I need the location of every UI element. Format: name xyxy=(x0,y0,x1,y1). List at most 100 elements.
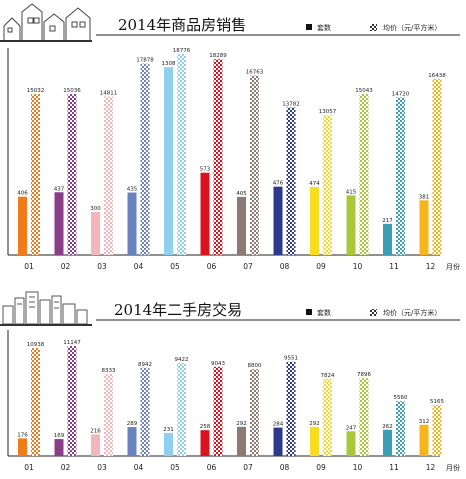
legend-label-price-top: 均价（元/平方米） xyxy=(383,23,441,32)
bar-count-top-10 xyxy=(346,195,356,255)
bar-price-top-09 xyxy=(323,115,332,256)
label-price-bottom-12: 5165 xyxy=(430,399,444,405)
label-price-bottom-07: 8800 xyxy=(248,363,262,369)
label-count-bottom-04: 289 xyxy=(127,421,138,427)
legend-top: 套数 均价（元/平方米） xyxy=(306,23,441,32)
tick-label-top-12: 12 xyxy=(426,262,436,271)
x-axis-unit-bottom: 月份 xyxy=(446,463,460,472)
legend-label-price-bottom: 均价（元/平方米） xyxy=(383,308,441,317)
label-count-top-09: 474 xyxy=(309,181,320,187)
bar-count-bottom-09 xyxy=(310,426,319,456)
label-price-bottom-05: 9422 xyxy=(175,357,189,363)
legend-swatch-price-bottom xyxy=(370,309,377,316)
label-count-bottom-10: 247 xyxy=(346,425,357,431)
bar-count-bottom-12 xyxy=(419,424,429,456)
label-price-bottom-02: 11147 xyxy=(63,340,81,346)
tick-label-bottom-07: 07 xyxy=(243,463,253,472)
bar-price-top-11 xyxy=(396,97,405,256)
tick-label-top-02: 02 xyxy=(61,262,71,271)
house-skyline-illustration-top xyxy=(3,3,91,40)
x-axis-unit-top: 月份 xyxy=(446,262,460,271)
bar-price-top-01 xyxy=(31,94,40,255)
label-price-top-11: 14720 xyxy=(392,91,410,97)
label-count-bottom-08: 284 xyxy=(273,422,284,428)
label-price-top-05: 18776 xyxy=(173,48,191,54)
label-count-bottom-07: 292 xyxy=(236,421,247,427)
bar-count-bottom-05 xyxy=(164,432,173,456)
tick-label-top-10: 10 xyxy=(353,262,363,271)
label-price-top-01: 15032 xyxy=(27,88,45,94)
bar-count-top-06 xyxy=(200,172,210,255)
bar-price-top-12 xyxy=(432,79,442,255)
bar-count-bottom-02 xyxy=(54,439,64,456)
bar-count-bottom-10 xyxy=(346,431,356,456)
label-count-top-08: 476 xyxy=(273,181,284,187)
legend-label-count-top: 套数 xyxy=(317,23,331,32)
label-price-bottom-09: 7824 xyxy=(321,373,335,379)
tick-label-top-11: 11 xyxy=(389,262,399,271)
bar-count-top-01 xyxy=(18,196,27,255)
bar-price-bottom-09 xyxy=(323,378,332,456)
label-price-top-09: 13057 xyxy=(319,109,337,115)
label-count-bottom-05: 231 xyxy=(163,427,174,433)
label-price-bottom-01: 10938 xyxy=(27,342,45,348)
bar-price-bottom-05 xyxy=(177,363,186,456)
bar-count-bottom-08 xyxy=(273,427,283,456)
chart-title-top: 2014年商品房销售 xyxy=(118,16,246,34)
bar-count-top-11 xyxy=(383,223,392,255)
bar-price-top-08 xyxy=(286,107,296,255)
label-price-top-08: 13782 xyxy=(282,101,300,107)
label-count-bottom-02: 169 xyxy=(54,433,65,439)
bar-count-top-08 xyxy=(273,186,283,255)
bar-price-bottom-03 xyxy=(104,373,113,456)
label-price-bottom-10: 7896 xyxy=(357,372,371,378)
tick-label-top-03: 03 xyxy=(97,262,107,271)
label-count-top-12: 381 xyxy=(419,194,430,200)
label-count-top-10: 415 xyxy=(346,189,357,195)
bar-count-bottom-04 xyxy=(127,427,137,456)
tick-label-top-01: 01 xyxy=(24,262,34,271)
tick-label-top-07: 07 xyxy=(243,262,253,271)
label-count-bottom-12: 312 xyxy=(419,419,430,425)
label-count-top-02: 437 xyxy=(54,186,65,192)
label-price-bottom-11: 5560 xyxy=(394,395,408,401)
tick-label-top-04: 04 xyxy=(134,262,144,271)
tick-label-bottom-02: 02 xyxy=(61,463,71,472)
tick-label-bottom-09: 09 xyxy=(316,463,326,472)
bar-price-bottom-08 xyxy=(286,361,296,456)
bar-price-bottom-01 xyxy=(31,348,40,456)
bar-count-top-04 xyxy=(127,192,137,255)
legend-label-count-bottom: 套数 xyxy=(317,308,331,317)
label-price-top-12: 16438 xyxy=(428,73,446,79)
label-price-top-07: 16763 xyxy=(246,70,264,76)
label-price-bottom-04: 8942 xyxy=(138,362,152,368)
bar-price-bottom-02 xyxy=(67,346,77,456)
bar-count-bottom-03 xyxy=(91,434,100,456)
bar-count-bottom-11 xyxy=(383,429,392,456)
label-count-top-05: 1308 xyxy=(162,61,176,67)
label-count-bottom-03: 216 xyxy=(90,428,101,434)
label-price-top-06: 18289 xyxy=(209,53,227,59)
chart-title-bottom: 2014年二手房交易 xyxy=(114,301,242,319)
tick-label-bottom-10: 10 xyxy=(353,463,363,472)
bar-price-top-02 xyxy=(67,94,77,255)
bar-price-top-07 xyxy=(250,75,259,256)
label-count-bottom-01: 176 xyxy=(17,432,28,438)
tick-label-top-08: 08 xyxy=(280,262,290,271)
tick-label-top-06: 06 xyxy=(207,262,217,271)
bar-price-bottom-10 xyxy=(359,378,369,456)
label-count-top-06: 573 xyxy=(200,167,211,173)
label-price-bottom-03: 8333 xyxy=(102,368,116,374)
bar-count-top-12 xyxy=(419,200,429,255)
building-skyline-illustration-bottom xyxy=(2,291,88,325)
legend-swatch-count-top xyxy=(306,24,312,30)
label-price-top-04: 17878 xyxy=(136,58,154,64)
bar-price-top-03 xyxy=(104,96,113,255)
label-count-bottom-11: 262 xyxy=(382,424,393,430)
legend-swatch-price-top xyxy=(370,24,377,31)
tick-label-bottom-05: 05 xyxy=(170,463,180,472)
skyline-ground-bottom xyxy=(0,324,92,326)
bar-price-bottom-04 xyxy=(140,367,150,456)
label-count-top-03: 300 xyxy=(90,206,101,212)
tick-label-bottom-08: 08 xyxy=(280,463,290,472)
